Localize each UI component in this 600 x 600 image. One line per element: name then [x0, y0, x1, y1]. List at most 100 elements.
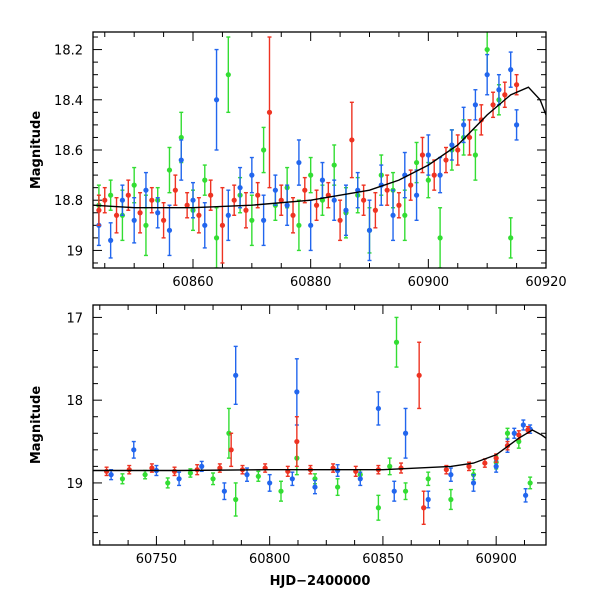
top-model-curve — [93, 86, 546, 209]
data-point — [419, 152, 426, 158]
data-point — [266, 109, 273, 115]
data-point — [408, 182, 414, 188]
data-point — [455, 147, 461, 153]
data-point — [166, 167, 173, 173]
data-point — [142, 472, 148, 478]
data-point — [516, 438, 522, 445]
data-point — [155, 210, 161, 216]
data-point — [319, 177, 326, 183]
data-point — [261, 217, 267, 223]
x-tick-label: 60880 — [290, 275, 331, 290]
data-point — [302, 187, 308, 193]
bottom-plot-frame — [92, 304, 547, 546]
data-point — [231, 197, 237, 203]
data-point — [493, 455, 499, 461]
bottom-panel: 60750 60800 60850 60900 17 18 19 Magnitude HJD… — [29, 304, 547, 589]
data-point — [237, 185, 243, 191]
data-point — [516, 432, 522, 438]
data-point — [472, 152, 479, 158]
data-point — [143, 222, 149, 228]
data-point — [375, 405, 381, 412]
x-tick-label: 60800 — [249, 552, 290, 567]
bottom-xlabel: HJD−2400000 — [270, 574, 371, 589]
data-point — [308, 172, 314, 178]
data-point — [402, 488, 409, 494]
data-point — [335, 467, 341, 474]
data-point — [226, 430, 232, 436]
data-point — [125, 192, 131, 198]
data-point — [143, 187, 149, 193]
data-point — [413, 159, 420, 166]
data-point — [437, 235, 443, 241]
data-point — [484, 46, 490, 53]
data-point — [131, 182, 137, 188]
y-tick-label: 18.8 — [54, 194, 83, 209]
series-2 — [96, 36, 520, 264]
data-point — [402, 430, 409, 436]
series-1 — [108, 345, 533, 509]
data-point — [375, 505, 381, 511]
series-2 — [103, 341, 531, 526]
data-point — [349, 137, 355, 143]
series-0 — [119, 316, 533, 521]
top-plot-frame — [92, 31, 547, 269]
data-point — [384, 187, 390, 193]
data-point — [396, 202, 402, 208]
data-point — [255, 192, 261, 198]
data-point — [103, 468, 110, 474]
data-point — [249, 172, 255, 178]
data-point — [413, 192, 420, 198]
data-point — [313, 202, 320, 208]
data-point — [312, 484, 318, 490]
data-point — [294, 438, 300, 445]
data-point — [523, 492, 529, 498]
data-point — [421, 505, 427, 511]
data-point — [119, 476, 126, 482]
data-point — [372, 207, 378, 213]
data-point — [470, 480, 477, 486]
data-point — [289, 476, 295, 482]
data-point — [213, 97, 220, 103]
data-point — [343, 207, 349, 213]
y-tick-label: 18.4 — [54, 94, 83, 109]
data-point — [137, 210, 143, 216]
data-point — [244, 472, 250, 478]
data-point — [425, 496, 431, 503]
data-point — [402, 212, 408, 218]
data-point — [108, 192, 114, 198]
data-point — [202, 222, 208, 228]
bottom-model-curve — [93, 429, 546, 472]
y-tick-label: 19 — [66, 244, 83, 259]
data-point — [228, 447, 234, 453]
data-point — [160, 217, 167, 223]
data-point — [171, 468, 178, 474]
data-point — [493, 463, 499, 469]
data-point — [172, 187, 178, 193]
data-point — [178, 157, 184, 163]
data-point — [331, 197, 337, 203]
data-point — [290, 212, 296, 218]
y-tick-label: 19 — [66, 477, 83, 492]
data-point — [511, 430, 517, 436]
top-series-layer — [96, 32, 520, 268]
data-point — [233, 372, 239, 378]
data-point — [357, 476, 363, 482]
data-point — [178, 134, 184, 141]
data-point — [225, 212, 231, 218]
data-point — [196, 212, 202, 218]
data-point — [284, 202, 290, 208]
top-ylabel: Magnitude — [29, 111, 44, 190]
data-point — [176, 476, 182, 482]
data-point — [366, 227, 373, 233]
data-point — [449, 142, 455, 148]
data-point — [166, 227, 173, 233]
data-point — [184, 202, 190, 208]
data-point — [202, 177, 208, 183]
data-point — [272, 187, 278, 193]
data-point — [149, 465, 155, 471]
data-point — [466, 463, 472, 469]
data-point — [508, 235, 514, 241]
data-point — [213, 235, 220, 241]
data-point — [391, 488, 397, 494]
